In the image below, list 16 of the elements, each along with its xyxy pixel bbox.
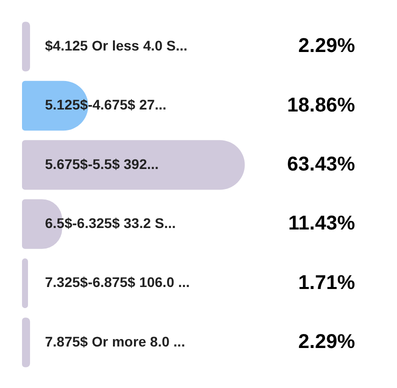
data-label: 2.29%: [298, 35, 356, 58]
y-tick-label: 6.5$-6.325$ 33.2 S...: [45, 214, 176, 231]
bar: [22, 258, 28, 308]
y-tick-label: $4.125 Or less 4.0 S...: [45, 37, 188, 54]
data-label: 11.43%: [288, 212, 356, 235]
data-label: 1.71%: [298, 272, 356, 294]
bar: [22, 140, 245, 190]
y-tick-label: 5.125$-4.675$ 27...: [45, 96, 166, 113]
y-tick-label: 7.875$ Or more 8.0 ...: [45, 333, 186, 350]
data-label: 63.43%: [287, 153, 356, 176]
y-tick-label: 7.325$-6.875$ 106.0 ...: [45, 274, 190, 290]
data-label: 18.86%: [287, 94, 356, 116]
y-tick-label: 5.675$-5.5$ 392...: [45, 156, 159, 172]
data-label: 2.29%: [298, 330, 356, 353]
bar: [22, 318, 30, 368]
bar: [22, 22, 30, 72]
